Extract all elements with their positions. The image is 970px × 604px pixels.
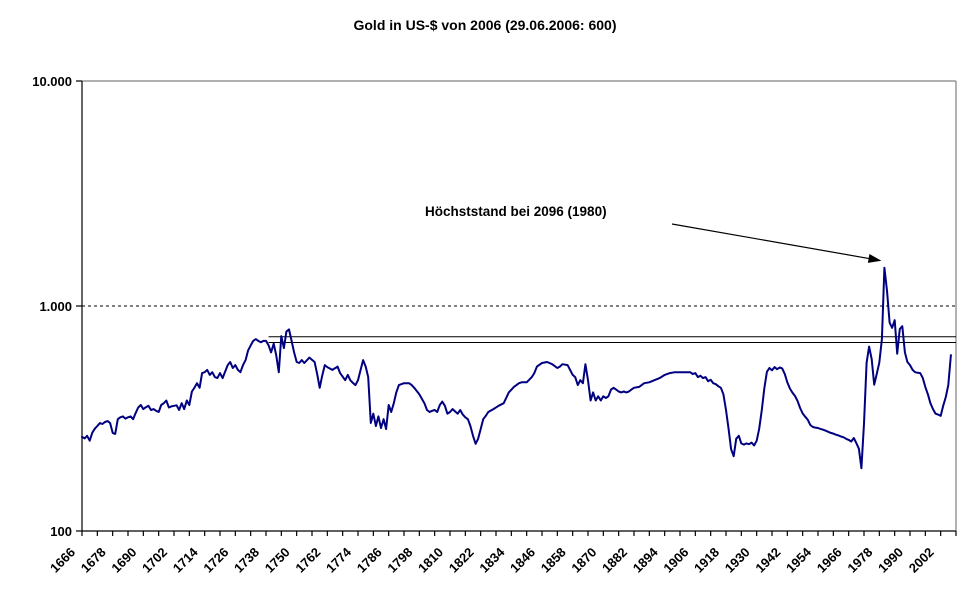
x-tick-label: 1978 <box>844 545 875 576</box>
chart-title: Gold in US-$ von 2006 (29.06.2006: 600) <box>353 17 617 33</box>
x-tick-label: 1666 <box>47 545 78 576</box>
x-tick-label: 1714 <box>170 544 202 576</box>
x-tick-label: 1798 <box>384 545 415 576</box>
x-tick-label: 1678 <box>78 545 109 576</box>
x-tick-label: 1990 <box>875 545 906 576</box>
x-tick-label: 2002 <box>906 545 937 576</box>
gold-price-series <box>81 266 952 470</box>
x-tick-label: 1930 <box>722 545 753 576</box>
x-tick-label: 1966 <box>814 545 845 576</box>
x-tick-label: 1882 <box>599 545 630 576</box>
annotation-arrow-head <box>867 254 882 263</box>
x-tick-label: 1690 <box>108 545 139 576</box>
x-tick-label: 1918 <box>691 545 722 576</box>
x-tick-label: 1726 <box>200 545 231 576</box>
x-tick-label: 1810 <box>415 545 446 576</box>
x-tick-label: 1942 <box>752 545 783 576</box>
peak-annotation-label: Höchststand bei 2096 (1980) <box>425 204 607 219</box>
y-tick-label: 1.000 <box>39 299 72 314</box>
x-tick-label: 1774 <box>323 544 355 576</box>
x-tick-label: 1846 <box>507 545 538 576</box>
x-tick-label: 1954 <box>783 544 815 576</box>
x-tick-label: 1738 <box>231 545 262 576</box>
x-tick-label: 1750 <box>262 545 293 576</box>
y-tick-label: 100 <box>50 524 72 539</box>
y-tick-label: 10.000 <box>32 74 72 89</box>
x-tick-label: 1834 <box>476 544 508 576</box>
x-tick-label: 1894 <box>630 544 662 576</box>
x-tick-label: 1870 <box>568 545 599 576</box>
x-tick-label: 1906 <box>660 545 691 576</box>
x-tick-label: 1762 <box>292 545 323 576</box>
x-tick-label: 1822 <box>446 545 477 576</box>
x-tick-label: 1702 <box>139 545 170 576</box>
annotation-arrow-shaft <box>671 223 876 261</box>
x-tick-label: 1786 <box>354 545 385 576</box>
x-tick-label: 1858 <box>538 545 569 576</box>
